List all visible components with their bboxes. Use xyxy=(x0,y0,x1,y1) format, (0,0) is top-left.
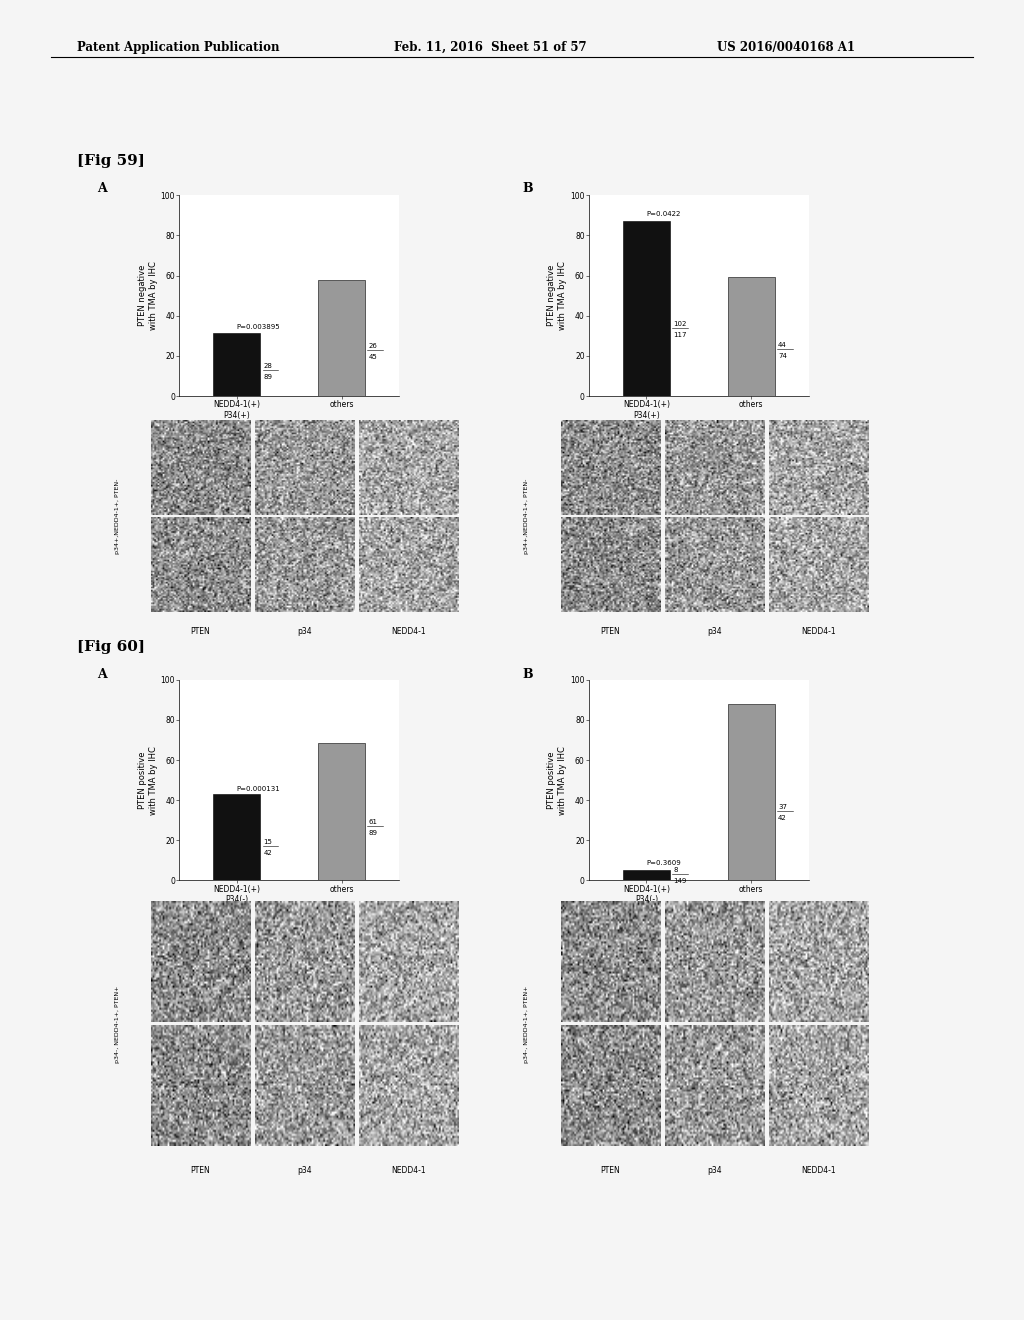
Bar xyxy=(728,277,775,396)
Text: P=0.000131: P=0.000131 xyxy=(237,787,281,792)
Text: 89: 89 xyxy=(369,830,378,836)
Text: 102: 102 xyxy=(673,321,686,326)
Bar xyxy=(213,333,260,396)
Text: 26: 26 xyxy=(369,343,377,348)
Text: NEDD4-1: NEDD4-1 xyxy=(801,627,836,636)
Text: p34-, NEDD4-1+, PTEN+: p34-, NEDD4-1+, PTEN+ xyxy=(115,986,120,1063)
Text: Feb. 11, 2016  Sheet 51 of 57: Feb. 11, 2016 Sheet 51 of 57 xyxy=(394,41,587,54)
Text: P=0.0422: P=0.0422 xyxy=(646,211,681,218)
Text: B: B xyxy=(522,668,532,681)
Text: B: B xyxy=(522,182,532,195)
Text: p34: p34 xyxy=(707,1166,722,1175)
Text: 42: 42 xyxy=(263,850,272,855)
Text: 117: 117 xyxy=(673,331,687,338)
Text: PTEN: PTEN xyxy=(190,627,210,636)
Text: NEDD4-1: NEDD4-1 xyxy=(391,627,426,636)
Bar xyxy=(623,220,670,396)
Text: NEDD4-1: NEDD4-1 xyxy=(391,1166,426,1175)
Bar xyxy=(623,870,670,880)
Text: 45: 45 xyxy=(369,354,377,360)
Text: 44: 44 xyxy=(778,342,786,347)
Text: P=0.3609: P=0.3609 xyxy=(646,861,681,866)
Text: p34+,NEDD4-1+, PTEN-: p34+,NEDD4-1+, PTEN- xyxy=(524,478,529,554)
Text: A: A xyxy=(97,182,108,195)
Text: p34: p34 xyxy=(707,627,722,636)
Y-axis label: PTEN positive
with TMA by IHC: PTEN positive with TMA by IHC xyxy=(137,746,158,814)
Y-axis label: PTEN positive
with TMA by IHC: PTEN positive with TMA by IHC xyxy=(547,746,567,814)
Text: 37: 37 xyxy=(778,804,787,810)
Text: 89: 89 xyxy=(263,374,272,380)
Text: 42: 42 xyxy=(778,816,786,821)
Text: 74: 74 xyxy=(778,352,786,359)
Text: A: A xyxy=(97,668,108,681)
Text: NEDD4-1: NEDD4-1 xyxy=(801,1166,836,1175)
Text: US 2016/0040168 A1: US 2016/0040168 A1 xyxy=(717,41,855,54)
Bar xyxy=(318,280,366,396)
Text: p34+,NEDD4-1+, PTEN-: p34+,NEDD4-1+, PTEN- xyxy=(115,478,120,554)
Text: P=0.003895: P=0.003895 xyxy=(237,323,281,330)
Text: PTEN: PTEN xyxy=(600,1166,620,1175)
Text: Patent Application Publication: Patent Application Publication xyxy=(77,41,280,54)
Text: 149: 149 xyxy=(673,878,686,884)
Text: [Fig 59]: [Fig 59] xyxy=(77,154,144,169)
Text: 61: 61 xyxy=(369,820,378,825)
Text: PTEN: PTEN xyxy=(600,627,620,636)
Y-axis label: PTEN negative
with TMA by IHC: PTEN negative with TMA by IHC xyxy=(137,261,158,330)
Text: 28: 28 xyxy=(263,363,272,370)
Text: 8: 8 xyxy=(673,867,678,874)
Text: p34: p34 xyxy=(297,1166,312,1175)
Bar xyxy=(213,795,260,880)
Text: 15: 15 xyxy=(263,838,272,845)
Bar xyxy=(318,743,366,880)
Text: [Fig 60]: [Fig 60] xyxy=(77,640,144,655)
Text: p34-, NEDD4-1+, PTEN+: p34-, NEDD4-1+, PTEN+ xyxy=(524,986,529,1063)
Bar xyxy=(728,704,775,880)
Text: PTEN: PTEN xyxy=(190,1166,210,1175)
Text: p34: p34 xyxy=(297,627,312,636)
Y-axis label: PTEN negative
with TMA by IHC: PTEN negative with TMA by IHC xyxy=(547,261,567,330)
